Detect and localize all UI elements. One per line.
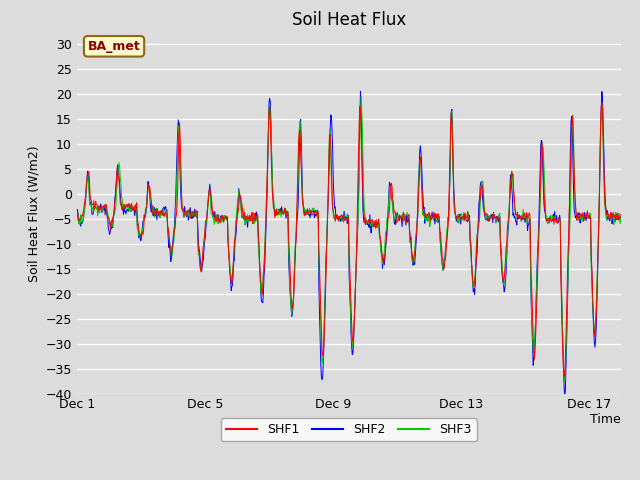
Title: Soil Heat Flux: Soil Heat Flux xyxy=(292,11,406,29)
X-axis label: Time: Time xyxy=(590,413,621,426)
Text: BA_met: BA_met xyxy=(88,40,140,53)
Y-axis label: Soil Heat Flux (W/m2): Soil Heat Flux (W/m2) xyxy=(27,145,40,282)
Legend: SHF1, SHF2, SHF3: SHF1, SHF2, SHF3 xyxy=(221,419,477,441)
